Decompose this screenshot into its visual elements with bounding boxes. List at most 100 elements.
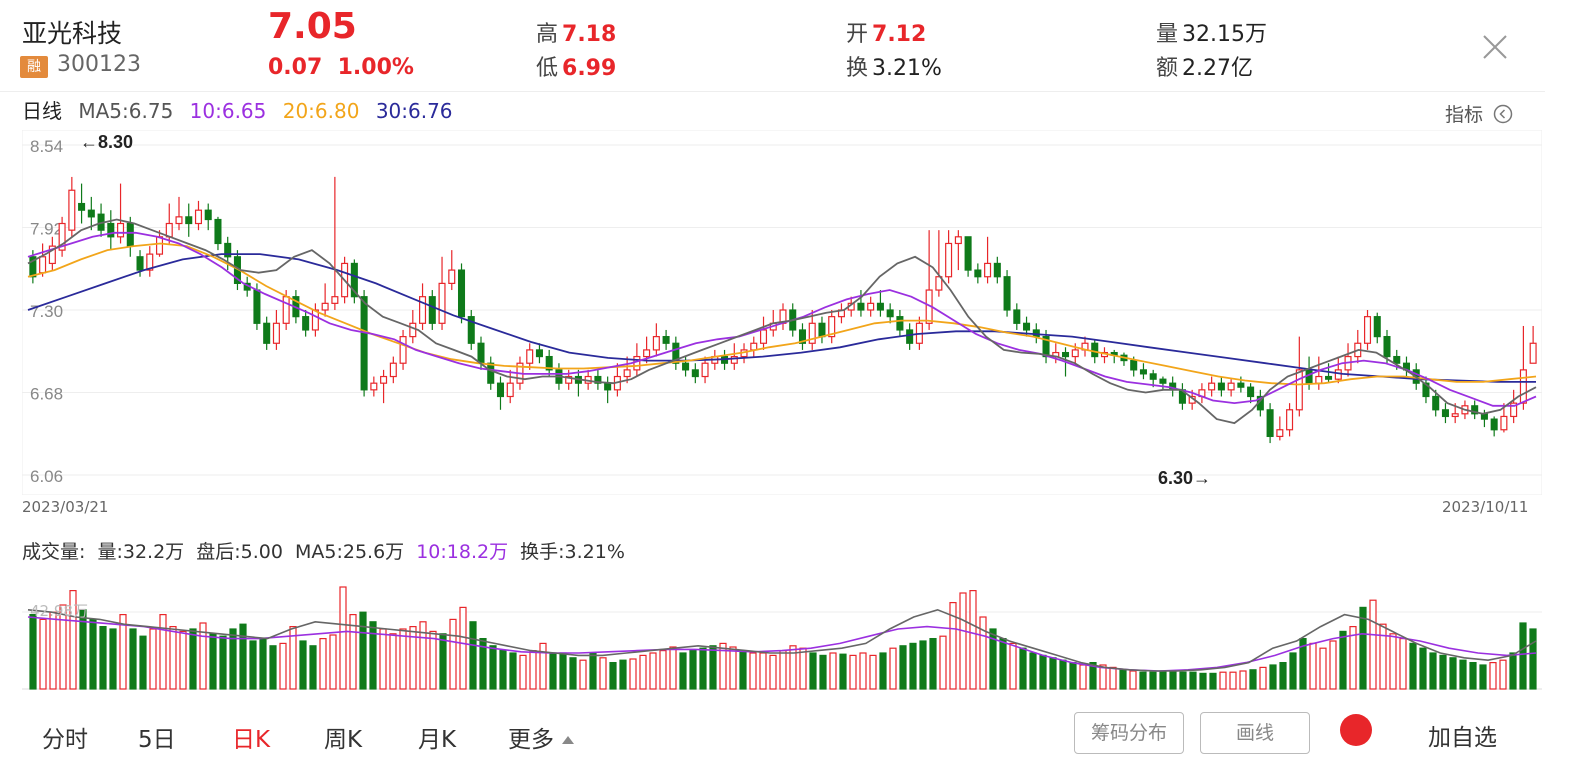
candle-body (1023, 322, 1031, 331)
volume-bar (119, 613, 127, 690)
candle-body (1217, 382, 1225, 391)
add-watchlist-button[interactable]: 加自选 (1428, 725, 1497, 751)
volume-bar (1499, 659, 1507, 690)
volume-bar (1229, 671, 1237, 690)
candle-body (360, 296, 368, 391)
candle-body (126, 222, 134, 247)
volume-chart[interactable] (22, 560, 1542, 690)
volume-bar (599, 657, 607, 690)
amount-stat: 额 2.27亿 (1156, 50, 1253, 82)
tab-more[interactable]: 更多 (508, 720, 575, 754)
candle-body (58, 222, 66, 251)
volume-bar (319, 637, 327, 690)
open-label: 开 (846, 22, 869, 47)
candle-body (165, 222, 173, 238)
ma5-line (27, 218, 1537, 425)
candle-body (253, 289, 261, 324)
volume-bar (159, 613, 167, 690)
volume-bar (979, 616, 987, 690)
volume-bar (449, 618, 457, 690)
volume-bar (1289, 652, 1297, 690)
candle-body (1422, 382, 1430, 398)
candle-body (107, 222, 115, 238)
volume-bar (439, 633, 447, 690)
candle-body (798, 329, 807, 344)
volume-bar (179, 630, 187, 690)
tab-5day[interactable]: 5日 (138, 727, 176, 753)
turnover-stat: 换 3.21% (846, 50, 942, 82)
candle-body (1237, 382, 1245, 388)
tab-daily-k[interactable]: 日K (232, 727, 271, 753)
volume-bar (1249, 669, 1257, 690)
volume-bar (509, 652, 517, 690)
chip-distribution-button[interactable]: 筹码分布 (1074, 712, 1184, 754)
close-icon[interactable] (1482, 34, 1508, 60)
volume-bar (1479, 664, 1487, 690)
volume-bar (559, 652, 567, 690)
candle-body (652, 336, 660, 351)
volume-label: 量 (1156, 22, 1179, 47)
candle-body (1325, 375, 1333, 380)
candle-body (701, 362, 709, 378)
volume-bar (1369, 599, 1377, 690)
volume-bar (189, 628, 197, 690)
amount-label: 额 (1156, 56, 1179, 81)
volume-bar (1389, 633, 1397, 690)
candle-body (1061, 351, 1070, 358)
volume-bar (459, 606, 467, 690)
volume-bar (709, 645, 717, 690)
candle-body (857, 302, 865, 311)
volume-bar (99, 625, 107, 690)
volume-bar (549, 652, 557, 690)
candlestick-chart[interactable]: 8.54 7.92 7.30 6.68 6.06 ←8.30 6.30→ (22, 130, 1542, 495)
volume-bar (419, 621, 427, 690)
tab-weekly-k[interactable]: 周K (324, 727, 363, 753)
turnover-value: 3.21% (872, 56, 942, 81)
candle-body (935, 276, 943, 291)
header-divider (0, 91, 1545, 92)
candle-body (1500, 415, 1508, 431)
candle-body (1441, 409, 1449, 418)
low-stat: 低 6.99 (536, 50, 616, 82)
volume-bar (429, 630, 437, 690)
volume-bar (939, 635, 947, 690)
volume-bar (1169, 670, 1177, 690)
volume-bar (329, 634, 337, 690)
candle-body (906, 329, 914, 344)
candle-body (155, 236, 164, 255)
stock-code: 300123 (57, 52, 141, 77)
volume-bar (239, 623, 247, 690)
volume-bar (1239, 670, 1247, 690)
candle-body (467, 316, 475, 344)
volume-bar (1039, 654, 1047, 690)
volume-bar (1149, 671, 1157, 690)
candle-body (302, 316, 310, 331)
ma20-legend: 20:6.80 (282, 99, 360, 123)
candle-body (282, 296, 290, 324)
volume-bar (859, 652, 867, 690)
candle-body (954, 236, 962, 245)
candle-body (623, 369, 631, 378)
volume-ma10: 10:18.2万 (416, 541, 509, 563)
volume-bar (1349, 625, 1357, 690)
change-percent: 1.00% (337, 55, 414, 80)
margin-badge: 融 (20, 56, 48, 78)
volume-bar (139, 635, 147, 690)
price-change: 0.07 1.00% (268, 55, 414, 80)
candle-body (535, 349, 543, 358)
candle-body (545, 355, 553, 371)
candle-body (1295, 369, 1303, 411)
record-icon[interactable] (1338, 712, 1374, 748)
candle-body (633, 355, 641, 371)
candle-body (272, 322, 280, 344)
min-price-marker: 6.30→ (1158, 468, 1211, 488)
tab-monthly-k[interactable]: 月K (418, 727, 457, 753)
volume-bar (729, 646, 737, 690)
candle-body (993, 262, 1001, 278)
volume-now: 量:32.2万 (97, 541, 185, 563)
candle-body (399, 336, 407, 364)
volume-bar (819, 654, 827, 690)
draw-line-button[interactable]: 画线 (1200, 712, 1310, 754)
indicator-button[interactable]: 指标 (1445, 100, 1513, 127)
tab-timeshare[interactable]: 分时 (42, 727, 88, 753)
